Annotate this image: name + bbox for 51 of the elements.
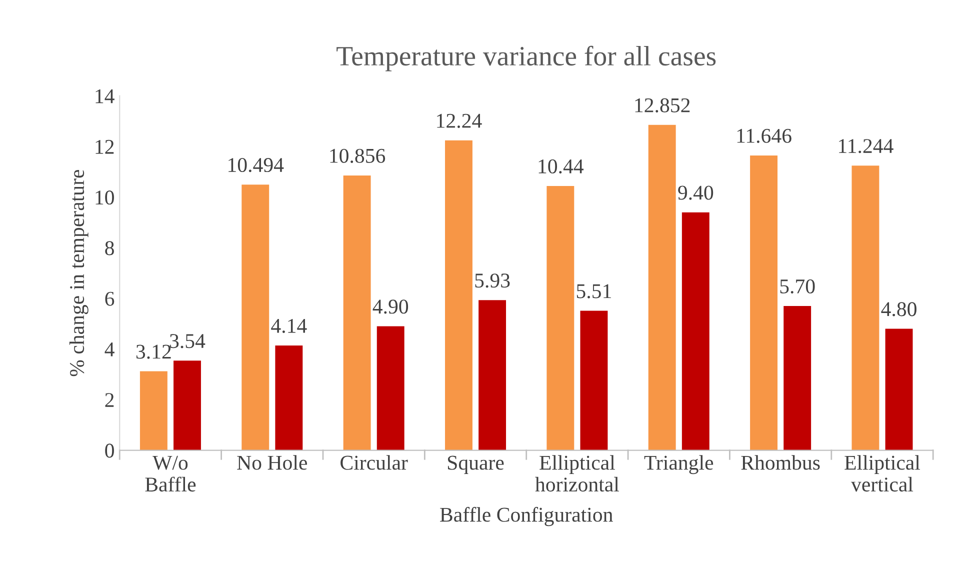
y-tick-label: 4 [104, 342, 114, 356]
data-label: 11.244 [839, 139, 894, 154]
bar [174, 360, 201, 450]
chart-title: Temperature variance for all cases [336, 46, 716, 72]
data-label: 11.646 [737, 128, 792, 143]
data-label: 12.24 [437, 114, 482, 128]
y-tick-label: 12 [96, 140, 114, 154]
bar [682, 212, 710, 450]
data-label: 4.90 [372, 300, 408, 314]
data-label: 10.494 [228, 158, 284, 172]
y-tick-label: 14 [96, 89, 114, 104]
y-tick-label: 2 [105, 393, 114, 407]
bar [648, 124, 676, 450]
y-tick-label: 8 [105, 241, 114, 256]
y-axis-title: % change in temperature [69, 170, 88, 376]
x-tick-label: No Hole [237, 455, 308, 470]
data-label: 12.852 [635, 98, 690, 112]
bar [750, 155, 778, 450]
x-axis-title: Baffle Configuration [440, 506, 613, 526]
data-label: 3.54 [170, 334, 206, 348]
data-label: 3.12 [136, 344, 171, 359]
x-tick-label: Elliptical horizontal [535, 455, 620, 492]
bar [140, 371, 168, 450]
bar [580, 310, 608, 450]
data-label: 5.93 [475, 274, 510, 288]
data-label: 5.70 [780, 279, 815, 294]
x-tick-label: W/o Baffle [145, 456, 196, 492]
bar [784, 306, 812, 450]
x-tick-label: Triangle [644, 455, 714, 474]
x-tick-label: Elliptical vertical [844, 455, 920, 492]
bar [885, 328, 913, 450]
y-tick-label: 6 [105, 292, 114, 306]
bar [445, 140, 472, 450]
bar [242, 184, 270, 450]
bar [275, 345, 303, 450]
bar [546, 186, 574, 450]
bar [343, 175, 371, 450]
x-tick-label: Square [448, 456, 504, 474]
data-label: 9.40 [678, 186, 714, 200]
data-label: 4.14 [271, 318, 307, 333]
bar [376, 326, 404, 450]
x-tick-label: Rhombus [741, 455, 820, 470]
data-label: 10.44 [538, 159, 584, 174]
bar [478, 300, 506, 450]
data-label: 10.856 [330, 148, 386, 163]
y-tick-label: 0 [105, 444, 114, 458]
y-tick-label: 10 [96, 190, 114, 205]
data-label: 5.51 [576, 284, 611, 298]
data-label: 4.80 [881, 302, 916, 316]
x-tick-label: Circular [340, 455, 408, 470]
bar [852, 166, 880, 450]
